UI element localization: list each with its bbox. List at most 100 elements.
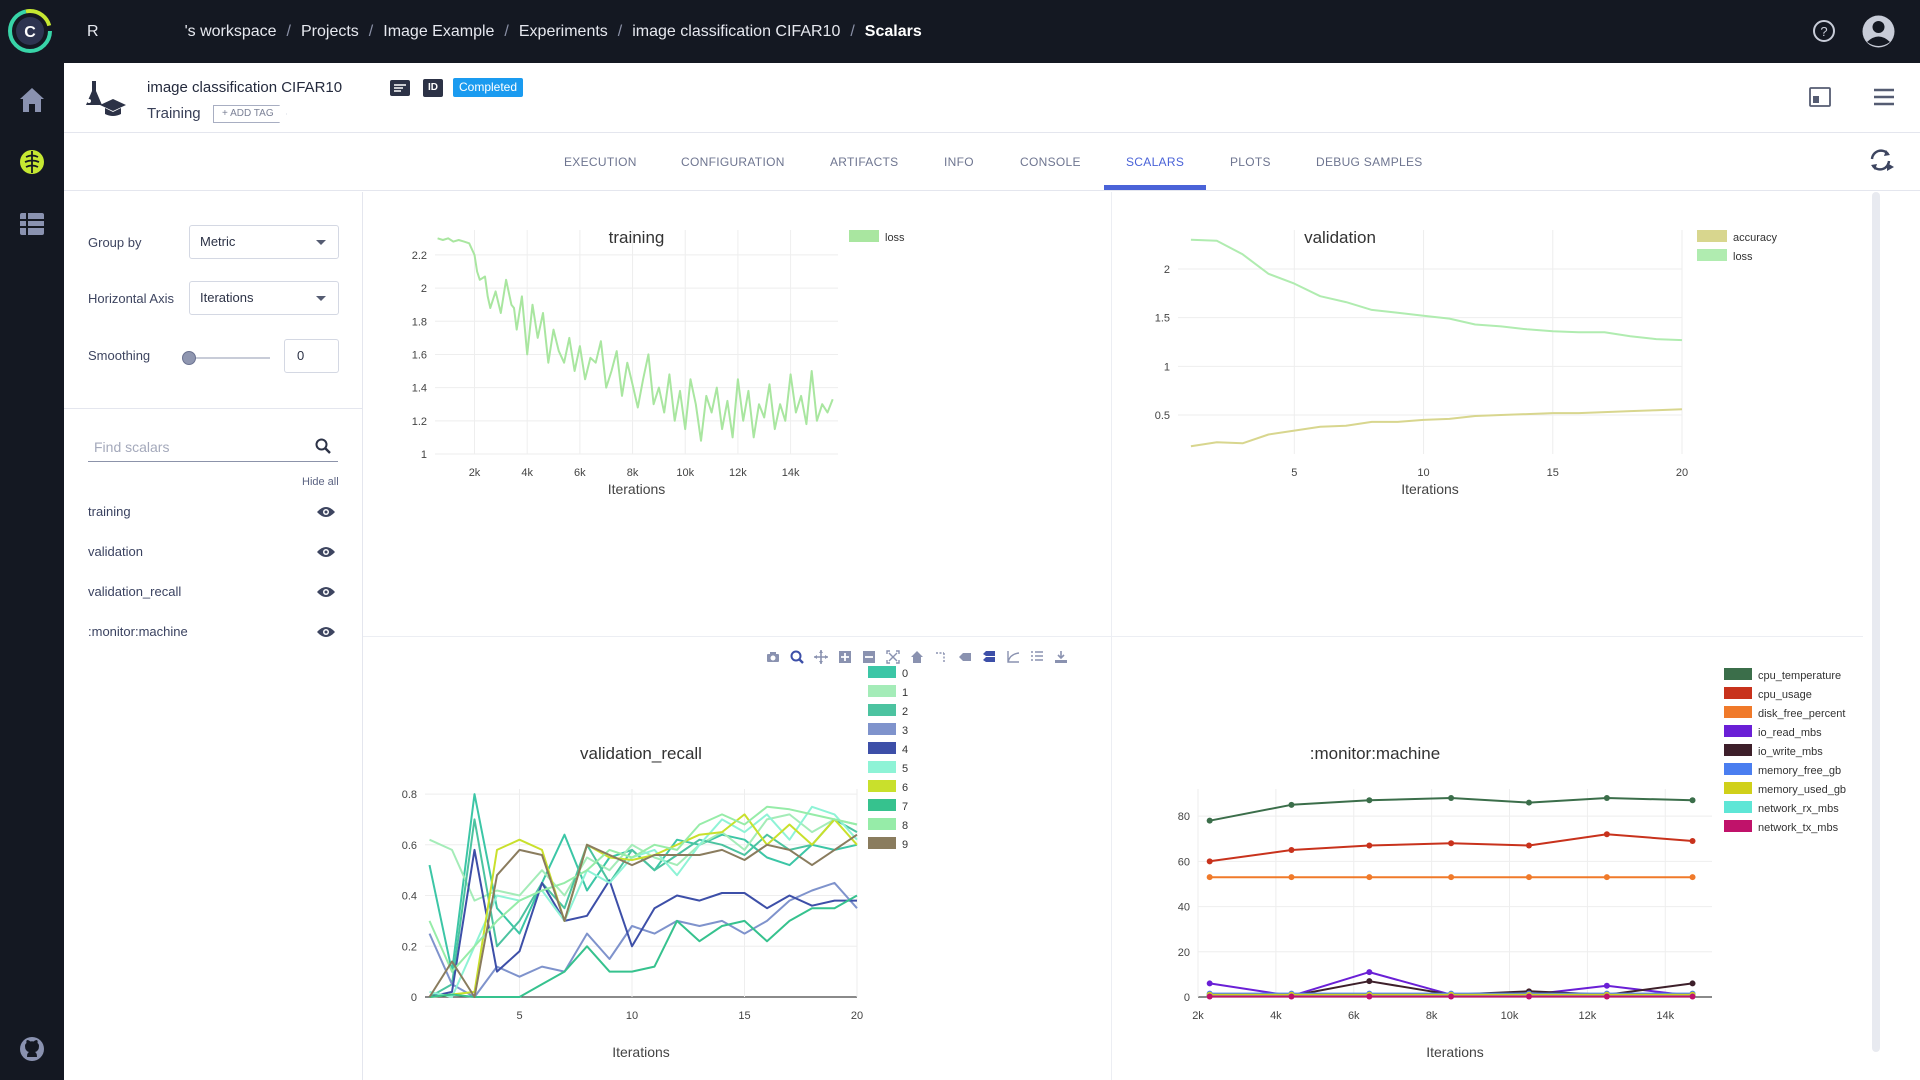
log-scale-icon[interactable] bbox=[1006, 650, 1020, 664]
hover-closest-icon[interactable] bbox=[958, 650, 972, 664]
group-by-select[interactable]: Metric bbox=[189, 225, 339, 259]
data-point bbox=[1206, 980, 1213, 987]
x-axis-title: Iterations bbox=[612, 1044, 670, 1060]
github-icon[interactable] bbox=[16, 1033, 48, 1065]
tab-artifacts[interactable]: ARTIFACTS bbox=[830, 155, 899, 169]
x-tick-label: 5 bbox=[1291, 467, 1297, 479]
smoothing-input[interactable]: 0 bbox=[284, 339, 339, 373]
scalar-item-monitor-machine[interactable]: :monitor:machine bbox=[88, 624, 188, 639]
hover-compare-icon[interactable] bbox=[982, 650, 996, 664]
training-chart[interactable]: training 1 1.2 1.4 1.6 1.8 2 2.2 2k 4k 6k 8k 10k 12k 1… bbox=[363, 192, 1111, 636]
toggle-panel-icon[interactable] bbox=[1809, 87, 1831, 107]
chart-modebar bbox=[766, 647, 1078, 667]
breadcrumb: R 's workspace / Projects / Image Exampl… bbox=[87, 0, 922, 63]
vertical-scrollbar[interactable] bbox=[1872, 192, 1880, 1052]
series-line-8 bbox=[428, 805, 858, 973]
camera-icon[interactable] bbox=[766, 650, 780, 664]
eye-icon[interactable] bbox=[316, 545, 336, 559]
data-point bbox=[1366, 993, 1373, 1000]
y-tick-label: 20 bbox=[1178, 947, 1190, 959]
breadcrumb-experiment[interactable]: image classification CIFAR10 bbox=[632, 22, 841, 40]
training-experiment-icon bbox=[86, 81, 126, 116]
x-tick-label: 10 bbox=[626, 1010, 638, 1022]
data-point bbox=[1366, 978, 1373, 985]
breadcrumb-experiments[interactable]: Experiments bbox=[518, 22, 608, 40]
help-icon[interactable]: ? bbox=[1812, 19, 1836, 43]
monitor-machine-chart[interactable]: :monitor:machine 0 20 40 60 80 2k 4k 6k 8k 10k 12k 1… bbox=[1112, 637, 1872, 1080]
x-tick-label: 4k bbox=[1270, 1010, 1282, 1022]
description-icon[interactable] bbox=[389, 79, 411, 97]
series-line-cpu_usage bbox=[1209, 833, 1693, 863]
y-tick-label: 40 bbox=[1178, 902, 1190, 914]
menu-icon[interactable] bbox=[1873, 87, 1895, 107]
data-point bbox=[1689, 980, 1696, 987]
id-badge[interactable]: ID bbox=[423, 79, 443, 97]
reset-axes-icon[interactable] bbox=[910, 650, 924, 664]
series-line-5 bbox=[429, 805, 858, 998]
datasets-icon[interactable] bbox=[16, 208, 48, 240]
breadcrumb-workspace[interactable]: 's workspace bbox=[184, 22, 277, 40]
charts-area: training 1 1.2 1.4 1.6 1.8 2 2.2 2k 4k 6k 8k 10k 12k 1… bbox=[363, 192, 1920, 1080]
tab-console[interactable]: CONSOLE bbox=[1020, 155, 1081, 169]
legend-swatch bbox=[1724, 820, 1752, 832]
data-point bbox=[1366, 797, 1373, 804]
user-avatar-icon[interactable] bbox=[1862, 15, 1895, 48]
data-point bbox=[1448, 874, 1455, 881]
svg-text:C: C bbox=[24, 24, 36, 41]
scalar-item-training[interactable]: training bbox=[88, 504, 131, 519]
tab-configuration[interactable]: CONFIGURATION bbox=[681, 155, 785, 169]
legend-label: cpu_usage bbox=[1758, 689, 1812, 701]
eye-icon[interactable] bbox=[316, 585, 336, 599]
breadcrumb-separator: / bbox=[850, 22, 855, 40]
scalar-item-validation[interactable]: validation bbox=[88, 544, 143, 559]
search-icon[interactable] bbox=[315, 438, 331, 454]
legend-label: 9 bbox=[902, 839, 908, 851]
eye-icon[interactable] bbox=[316, 505, 336, 519]
smoothing-slider-track[interactable] bbox=[188, 357, 270, 359]
validation-chart[interactable]: validation 0.5 1 1.5 2 5 10 15 20 Iterations accur… bbox=[1112, 192, 1872, 636]
experiment-title: image classification CIFAR10 bbox=[147, 79, 343, 96]
pan-icon[interactable] bbox=[814, 650, 828, 664]
auto-refresh-icon[interactable] bbox=[1867, 147, 1895, 173]
y-tick-label: 0.6 bbox=[402, 840, 417, 852]
home-icon[interactable] bbox=[16, 84, 48, 116]
download-icon[interactable] bbox=[1054, 650, 1068, 664]
y-tick-label: 1 bbox=[1164, 361, 1170, 373]
zoom-out-icon[interactable] bbox=[862, 650, 876, 664]
eye-icon[interactable] bbox=[316, 625, 336, 639]
legend-swatch bbox=[1724, 782, 1752, 794]
x-tick-label: 10k bbox=[1501, 1010, 1519, 1022]
autoscale-icon[interactable] bbox=[886, 650, 900, 664]
smoothing-slider-handle[interactable] bbox=[182, 351, 196, 365]
legend-toggle-icon[interactable] bbox=[1030, 650, 1044, 664]
experiments-brain-icon[interactable] bbox=[16, 146, 48, 178]
experiment-type: Training bbox=[147, 105, 201, 122]
clearml-logo-icon[interactable]: C bbox=[8, 9, 52, 53]
hide-all-button[interactable]: Hide all bbox=[302, 476, 339, 488]
scalar-item-validation-recall[interactable]: validation_recall bbox=[88, 584, 182, 599]
add-tag-button[interactable]: + ADD TAG bbox=[213, 105, 287, 123]
tab-info[interactable]: INFO bbox=[944, 155, 974, 169]
zoom-in-icon[interactable] bbox=[838, 650, 852, 664]
y-tick-label: 0.2 bbox=[402, 941, 417, 953]
data-point bbox=[1288, 847, 1295, 854]
find-scalars-input[interactable]: Find scalars bbox=[88, 432, 338, 462]
divider bbox=[64, 408, 363, 409]
data-point bbox=[1525, 842, 1532, 849]
horizontal-axis-select[interactable]: Iterations bbox=[189, 281, 339, 315]
tab-plots[interactable]: PLOTS bbox=[1230, 155, 1271, 169]
breadcrumb-separator: / bbox=[504, 22, 509, 40]
group-by-value: Metric bbox=[200, 234, 236, 249]
spike-lines-icon[interactable] bbox=[934, 650, 948, 664]
tab-debug-samples[interactable]: DEBUG SAMPLES bbox=[1316, 155, 1423, 169]
zoom-icon[interactable] bbox=[790, 650, 804, 664]
tab-execution[interactable]: EXECUTION bbox=[564, 155, 637, 169]
data-point bbox=[1603, 993, 1610, 1000]
y-tick-label: 1.4 bbox=[412, 383, 427, 395]
tab-scalars[interactable]: SCALARS bbox=[1126, 155, 1185, 169]
breadcrumb-projects[interactable]: Projects bbox=[301, 22, 359, 40]
legend-swatch bbox=[868, 723, 896, 735]
breadcrumb-project[interactable]: Image Example bbox=[383, 22, 495, 40]
y-tick-label: 0 bbox=[1184, 992, 1190, 1004]
